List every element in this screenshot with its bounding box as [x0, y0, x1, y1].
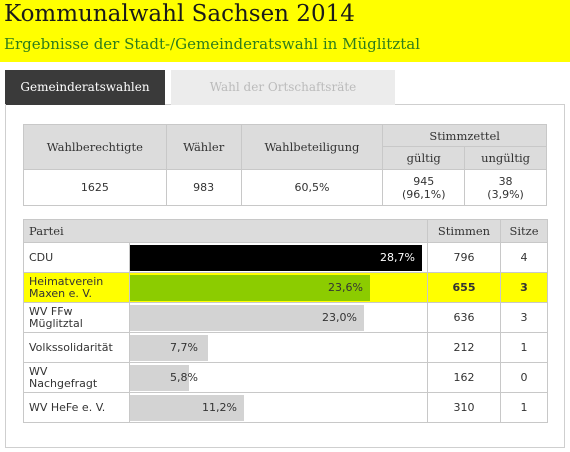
- result-row: WV FFw Müglitztal 23,0% 636 3: [23, 302, 548, 333]
- header-votes: Stimmen: [427, 219, 501, 243]
- value-turnout: 60,5%: [240, 169, 384, 206]
- header-turnout: Wahlbeteiligung: [240, 124, 384, 170]
- header-party: Partei: [23, 219, 428, 243]
- value-valid-count: 945: [413, 174, 435, 188]
- percent-label: 7,7%: [170, 341, 198, 354]
- result-row: WV HeFe e. V. 11,2% 310 1: [23, 392, 548, 423]
- party-name: WV Nachgefragt: [23, 362, 130, 393]
- header-valid: gültig: [382, 146, 466, 170]
- party-name-line: WV FFw: [29, 304, 73, 318]
- seats-value: 3: [500, 272, 548, 303]
- party-name-line: Volkssolidarität: [29, 340, 113, 354]
- party-name: WV HeFe e. V.: [23, 392, 130, 423]
- value-valid-percent: (96,1%): [401, 187, 446, 201]
- result-row: CDU 28,7% 796 4: [23, 242, 548, 273]
- percent-label: 23,0%: [322, 311, 357, 324]
- results-table: Partei Stimmen Sitze CDU 28,7% 796 4 Heimatv…: [23, 219, 548, 423]
- tab-bar: Gemeinderatswahlen Wahl der Ortschaftsrä…: [5, 70, 565, 105]
- seats-value: 4: [500, 242, 548, 273]
- seats-value: 1: [500, 392, 548, 423]
- party-name-line: CDU: [29, 250, 54, 264]
- page-header: Kommunalwahl Sachsen 2014 Ergebnisse der…: [0, 0, 570, 62]
- party-name-line: WV: [29, 364, 48, 378]
- value-invalid-percent: (3,9%): [487, 187, 524, 201]
- party-name: CDU: [23, 242, 130, 273]
- percent-bar: [130, 245, 422, 271]
- result-row: Heimatverein Maxen e. V. 23,6% 655 3: [23, 272, 548, 303]
- votes-value: 636: [427, 302, 501, 333]
- votes-value: 212: [427, 332, 501, 363]
- value-invalid-count: 38: [498, 174, 513, 188]
- value-eligible: 1625: [23, 169, 167, 206]
- party-name-line: Nachgefragt: [29, 376, 98, 390]
- percent-bar: [130, 395, 244, 421]
- percent-bar-cell: 5,8%: [129, 362, 428, 393]
- results-panel: [5, 104, 565, 448]
- header-voters: Wähler: [165, 124, 242, 170]
- header-ballots: Stimmzettel: [382, 124, 547, 147]
- page-title: Kommunalwahl Sachsen 2014: [4, 1, 355, 27]
- header-eligible: Wahlberechtigte: [23, 124, 167, 170]
- value-invalid: 38 (3,9%): [464, 169, 547, 206]
- party-name-line: Heimatverein: [29, 274, 104, 288]
- party-name-line: Maxen e. V.: [29, 286, 93, 300]
- seats-value: 3: [500, 302, 548, 333]
- tab-gemeinderatswahlen[interactable]: Gemeinderatswahlen: [5, 70, 165, 105]
- tab-ortschaftsraete[interactable]: Wahl der Ortschaftsräte: [171, 70, 395, 105]
- header-seats: Sitze: [500, 219, 548, 243]
- party-name: Volkssolidarität: [23, 332, 130, 363]
- party-name: Heimatverein Maxen e. V.: [23, 272, 130, 303]
- page-subtitle: Ergebnisse der Stadt-/Gemeinderatswahl i…: [4, 35, 421, 53]
- percent-bar: [130, 365, 189, 391]
- percent-bar: [130, 275, 370, 301]
- seats-value: 0: [500, 362, 548, 393]
- votes-value: 655: [427, 272, 501, 303]
- party-name: WV FFw Müglitztal: [23, 302, 130, 333]
- percent-bar-cell: 28,7%: [129, 242, 428, 273]
- percent-bar-cell: 23,6%: [129, 272, 428, 303]
- percent-bar-cell: 7,7%: [129, 332, 428, 363]
- summary-table: Wahlberechtigte Wähler Wahlbeteiligung S…: [23, 124, 547, 206]
- party-name-line: Müglitztal: [29, 316, 83, 330]
- result-row: WV Nachgefragt 5,8% 162 0: [23, 362, 548, 393]
- votes-value: 162: [427, 362, 501, 393]
- votes-value: 796: [427, 242, 501, 273]
- percent-bar-cell: 23,0%: [129, 302, 428, 333]
- header-invalid: ungültig: [464, 146, 547, 170]
- percent-label: 5,8%: [170, 371, 198, 384]
- percent-label: 28,7%: [380, 251, 415, 264]
- percent-bar: [130, 305, 364, 331]
- percent-bar-cell: 11,2%: [129, 392, 428, 423]
- votes-value: 310: [427, 392, 501, 423]
- value-voters: 983: [165, 169, 242, 206]
- result-row: Volkssolidarität 7,7% 212 1: [23, 332, 548, 363]
- seats-value: 1: [500, 332, 548, 363]
- percent-label: 11,2%: [202, 401, 237, 414]
- party-name-line: WV HeFe e. V.: [29, 400, 106, 414]
- percent-label: 23,6%: [328, 281, 363, 294]
- value-valid: 945 (96,1%): [382, 169, 466, 206]
- percent-bar: [130, 335, 208, 361]
